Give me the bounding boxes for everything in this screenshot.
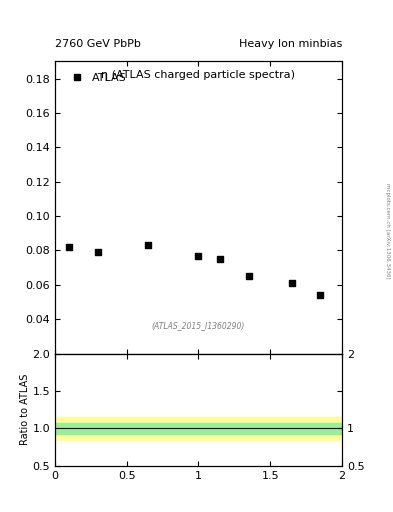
Y-axis label: Ratio to ATLAS: Ratio to ATLAS bbox=[20, 374, 29, 445]
Text: (ATLAS_2015_I1360290): (ATLAS_2015_I1360290) bbox=[152, 321, 245, 330]
Point bbox=[66, 243, 73, 251]
Point bbox=[217, 255, 223, 263]
Point bbox=[246, 272, 252, 281]
Point bbox=[95, 248, 101, 257]
Legend: ATLAS: ATLAS bbox=[61, 67, 132, 88]
Point bbox=[195, 251, 202, 260]
Text: mcplots.cern.ch [arXiv:1306.3436]: mcplots.cern.ch [arXiv:1306.3436] bbox=[385, 183, 389, 278]
Bar bbox=[55, 417, 342, 440]
Point bbox=[145, 241, 151, 249]
Text: 2760 GeV PbPb: 2760 GeV PbPb bbox=[55, 38, 141, 49]
Point bbox=[317, 291, 323, 299]
Text: η (ATLAS charged particle spectra): η (ATLAS charged particle spectra) bbox=[101, 70, 296, 80]
Bar bbox=[55, 423, 342, 434]
Text: Heavy Ion minbias: Heavy Ion minbias bbox=[239, 38, 342, 49]
Point bbox=[288, 279, 295, 287]
